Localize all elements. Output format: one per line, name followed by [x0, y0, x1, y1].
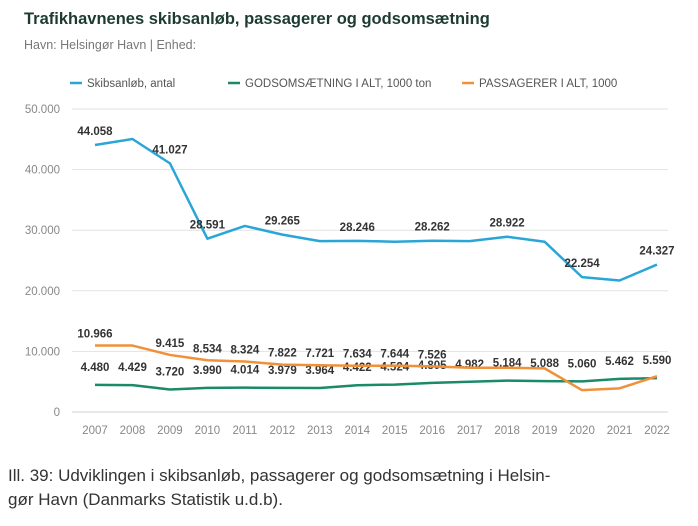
- line-chart: 0 10.000 20.000 30.000 40.000 50.000 2007 2008 2…: [25, 78, 675, 437]
- caption-line-1: Ill. 39: Udviklingen i skibsanløb, passa…: [8, 466, 551, 485]
- x-tick-label: 2009: [157, 425, 183, 437]
- data-label: 8.324: [230, 345, 259, 357]
- data-label: 7.526: [418, 349, 447, 361]
- data-label: 7.634: [343, 349, 372, 361]
- figure-caption: Ill. 39: Udviklingen i skibsanløb, passa…: [8, 464, 550, 512]
- x-tick-label: 2008: [120, 425, 146, 437]
- x-tick-label: 2011: [232, 425, 257, 437]
- x-tick-label: 2020: [569, 425, 595, 437]
- x-tick-label: 2012: [270, 425, 296, 437]
- data-label: 4.480: [81, 362, 110, 374]
- series-line: [94, 376, 658, 391]
- legend-label: GODSOMSÆTNING I ALT, 1000 ton: [245, 78, 431, 90]
- y-tick-label: 20.000: [25, 286, 60, 298]
- y-tick-label: 50.000: [25, 104, 60, 116]
- data-label: 7.644: [380, 349, 409, 361]
- data-label: 7.822: [268, 348, 297, 360]
- chart-title: Trafikhavnenes skibsanløb, passagerer og…: [24, 10, 490, 28]
- x-tick-label: 2013: [307, 425, 333, 437]
- data-label: 24.327: [639, 246, 674, 258]
- data-label: 5.590: [643, 355, 672, 367]
- data-label: 28.262: [415, 222, 450, 234]
- x-tick-label: 2007: [82, 425, 108, 437]
- x-tick-label: 2022: [644, 425, 670, 437]
- series-line: [95, 344, 658, 392]
- data-label: 28.922: [490, 218, 525, 230]
- y-tick-label: 30.000: [25, 225, 60, 237]
- data-label: 4.422: [343, 362, 372, 374]
- series-line: [94, 137, 658, 282]
- x-tick-label: 2010: [195, 425, 221, 437]
- data-label: 9.415: [156, 338, 185, 350]
- x-tick-label: 2015: [382, 425, 408, 437]
- data-label: 4.524: [380, 362, 409, 374]
- data-label: 3.964: [305, 365, 334, 377]
- data-label: 22.254: [564, 258, 600, 270]
- data-label: 8.534: [193, 343, 222, 355]
- x-tick-label: 2016: [419, 425, 445, 437]
- data-label: 5.060: [568, 358, 597, 370]
- chart-subtitle: Havn: Helsingør Havn | Enhed:: [24, 38, 197, 52]
- data-label: 4.429: [118, 362, 147, 374]
- data-label: 4.014: [230, 365, 259, 377]
- data-label: 28.246: [340, 222, 375, 234]
- data-label: 5.462: [605, 356, 634, 368]
- data-label: 3.979: [268, 365, 297, 377]
- data-label: 7.721: [305, 348, 334, 360]
- x-tick-label: 2014: [344, 425, 370, 437]
- data-label: 28.591: [190, 220, 226, 232]
- data-label: 3.990: [193, 365, 222, 377]
- legend-label: Skibsanløb, antal: [87, 78, 175, 90]
- data-label: 3.720: [156, 366, 185, 378]
- x-tick-label: 2019: [532, 425, 558, 437]
- data-label: 41.027: [152, 144, 187, 156]
- data-label: 44.058: [77, 126, 113, 138]
- y-tick-label: 0: [54, 407, 60, 419]
- data-label: 10.966: [77, 329, 112, 341]
- y-tick-label: 40.000: [25, 165, 60, 177]
- data-label: 29.265: [265, 216, 301, 228]
- x-tick-label: 2017: [457, 425, 483, 437]
- caption-line-2: gør Havn (Danmarks Statistik u.d.b).: [8, 490, 283, 509]
- x-tick-label: 2018: [494, 425, 520, 437]
- y-tick-label: 10.000: [25, 346, 60, 358]
- legend-label: PASSAGERER I ALT, 1000: [479, 78, 617, 90]
- x-tick-label: 2021: [607, 425, 633, 437]
